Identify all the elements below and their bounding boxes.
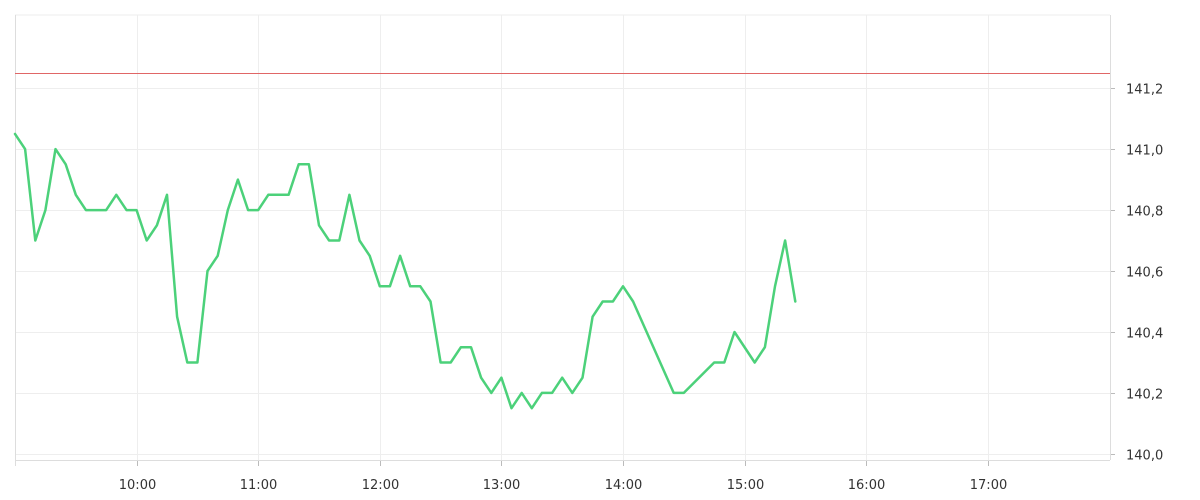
y-tick-label: 140,2 — [1126, 388, 1163, 403]
x-tick-label: 17:00 — [970, 478, 1007, 493]
x-tick-label: 15:00 — [727, 478, 764, 493]
y-tick-label: 141,2 — [1126, 83, 1163, 98]
price-series-line — [13, 132, 797, 410]
x-tick-label: 12:00 — [362, 478, 399, 493]
x-tick-label: 16:00 — [848, 478, 885, 493]
axes — [15, 15, 1115, 466]
x-tick-label: 14:00 — [605, 478, 642, 493]
x-gridlines — [137, 15, 989, 460]
y-tick-label: 140,4 — [1126, 327, 1163, 342]
y-tick-label: 140,0 — [1126, 449, 1163, 464]
x-tick-label: 11:00 — [240, 478, 277, 493]
series-group — [13, 132, 797, 410]
y-tick-label: 140,8 — [1126, 205, 1163, 220]
x-tick-labels: 10:00 11:00 12:00 13:00 14:00 15:00 16:00 17:00 — [119, 478, 1007, 493]
y-gridlines — [15, 14, 1110, 455]
x-tick-label: 10:00 — [119, 478, 156, 493]
x-tick-label: 13:00 — [483, 478, 520, 493]
y-tick-label: 140,6 — [1126, 266, 1163, 281]
y-tick-label: 141,0 — [1126, 144, 1163, 159]
y-tick-labels: 140,0 140,2 140,4 140,6 140,8 141,0 141,2 — [1126, 83, 1163, 464]
